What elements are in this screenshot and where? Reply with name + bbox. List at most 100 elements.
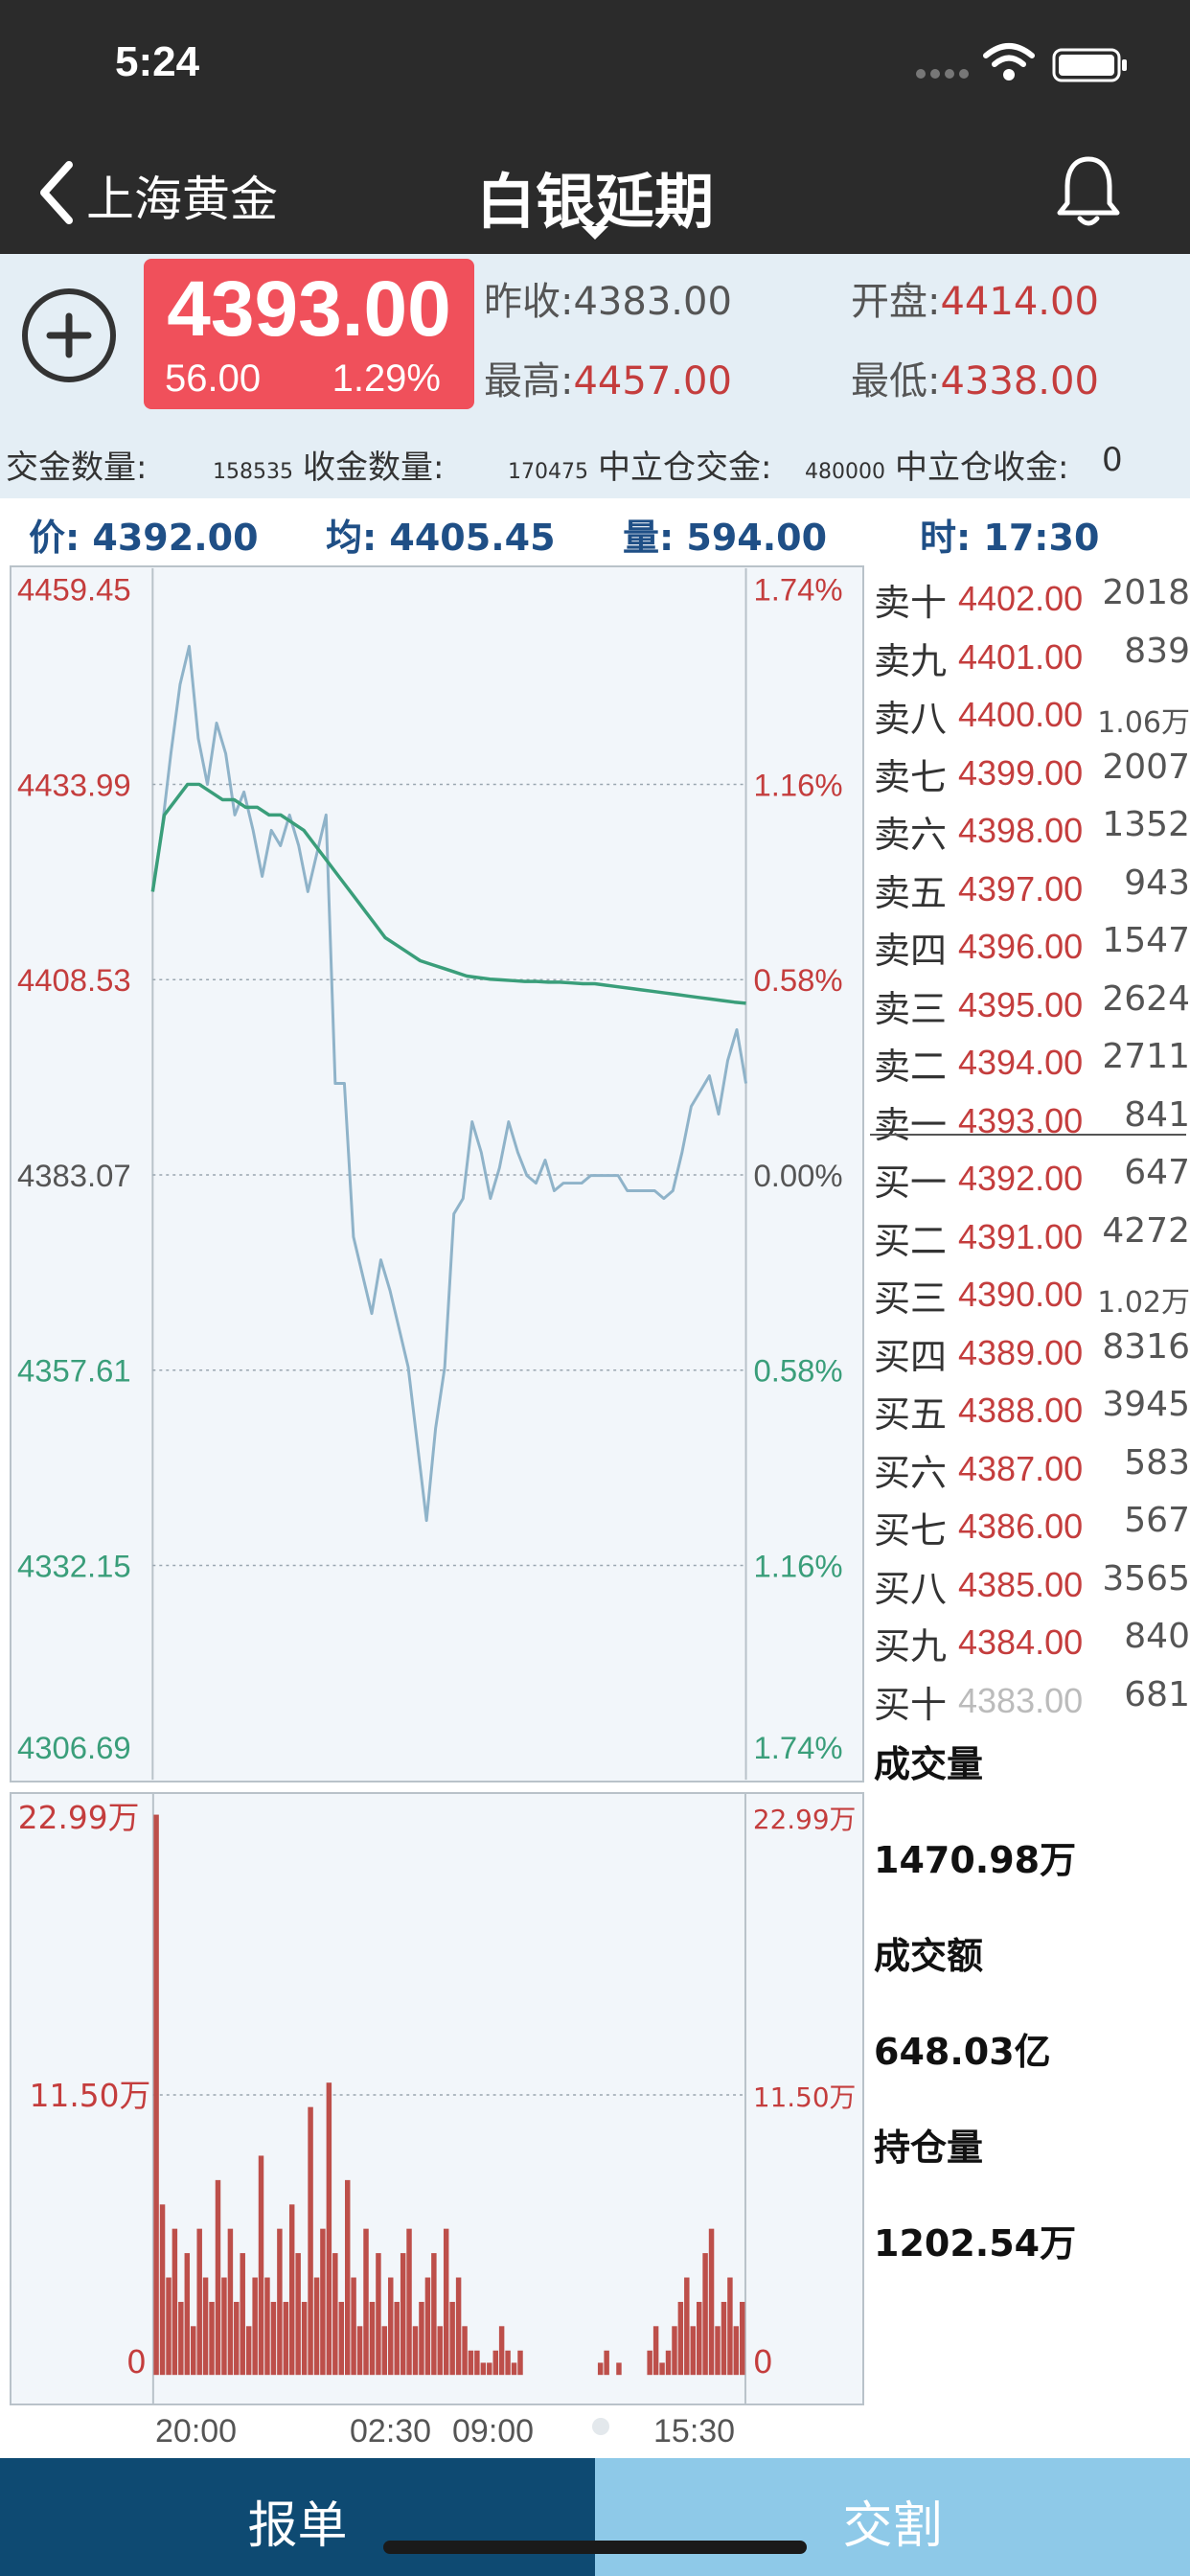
amount-value: 648.03亿	[874, 2031, 1051, 2073]
level-price: 4390.00	[958, 1275, 1084, 1314]
level-price: 4398.00	[958, 811, 1084, 850]
y-pct-tick-label: 1.16%	[754, 1548, 843, 1583]
neutral-receive-label: 中立仓收金:	[895, 448, 1069, 487]
volume-bar	[234, 2301, 240, 2376]
bid-level[interactable]: 买六 4387.00 583	[870, 1436, 1190, 1494]
volume-bar	[443, 2228, 449, 2376]
bid-level[interactable]: 买八 4385.00 3565	[870, 1552, 1190, 1610]
volume-bar	[468, 2350, 474, 2376]
intraday-price-chart[interactable]: 4459.45 4433.99 4408.53 4383.07 4357.61 4332.…	[10, 565, 864, 1782]
volume-bar	[245, 2326, 252, 2376]
level-quantity: 2624	[1102, 978, 1190, 1019]
back-chevron-icon[interactable]	[36, 161, 75, 224]
level-quantity: 2018	[1102, 573, 1190, 612]
average-line	[150, 782, 746, 1005]
ask-level[interactable]: 卖五 4397.00 943	[870, 856, 1190, 914]
page-title[interactable]: 白银延期	[475, 167, 714, 237]
ask-level[interactable]: 卖十 4402.00 2018	[870, 565, 1190, 624]
order-book: 卖十 4402.00 2018 卖九 4401.00 839 卖八 4400.00 1.06万卖…	[870, 565, 1190, 1726]
volume-bar	[240, 2253, 245, 2376]
volume-bar	[597, 2362, 604, 2376]
status-time: 5:24	[115, 38, 200, 85]
ask-level[interactable]: 卖六 4398.00 1352	[870, 797, 1190, 856]
volume-bar	[388, 2277, 394, 2376]
info-time: 时: 17:30	[920, 517, 1100, 559]
volume-bar	[153, 1814, 159, 2376]
level-label: 卖七	[874, 755, 948, 798]
level-label: 卖六	[874, 814, 948, 856]
volume-bar	[647, 2350, 652, 2376]
bid-level[interactable]: 买十 4383.00 681	[870, 1668, 1190, 1726]
level-label: 卖二	[874, 1046, 948, 1088]
page-indicator[interactable]	[561, 2415, 618, 2438]
neutral-deliver-value: 480000	[805, 460, 885, 484]
volume-bar	[702, 2253, 708, 2376]
neutral-receive-value: 0	[1102, 441, 1123, 479]
volume-bar	[487, 2362, 492, 2376]
back-button-label[interactable]: 上海黄金	[86, 172, 278, 227]
y-tick-label: 4433.99	[17, 767, 131, 802]
level-price: 4397.00	[958, 868, 1084, 908]
level-quantity: 841	[1124, 1094, 1190, 1135]
open-value: 4414.00	[940, 280, 1099, 324]
volume-bar	[727, 2277, 733, 2376]
level-price: 4383.00	[958, 1680, 1084, 1720]
volume-label: 成交量	[874, 1743, 984, 1785]
y-pct-tick-label: 1.16%	[754, 767, 843, 802]
volume-bar	[616, 2362, 622, 2376]
x-tick-label: 02:30	[350, 2413, 432, 2450]
place-order-button[interactable]: 报单	[0, 2458, 595, 2576]
bid-level[interactable]: 买三 4390.00 1.02万	[870, 1261, 1190, 1320]
bid-level[interactable]: 买一 4392.00 647	[870, 1145, 1190, 1204]
volume-bar	[252, 2277, 258, 2376]
y-tick-label: 4332.15	[17, 1548, 131, 1583]
bid-level[interactable]: 买四 4389.00 8316	[870, 1320, 1190, 1378]
ask-level[interactable]: 卖三 4395.00 2624	[870, 972, 1190, 1030]
level-quantity: 2711	[1102, 1037, 1190, 1076]
y-tick-label: 0	[753, 2344, 773, 2380]
bid-level[interactable]: 买五 4388.00 3945	[870, 1377, 1190, 1436]
deliver-gold-value: 158535	[213, 460, 293, 484]
bid-level[interactable]: 买九 4384.00 840	[870, 1609, 1190, 1668]
ask-level[interactable]: 卖四 4396.00 1547	[870, 913, 1190, 972]
level-label: 卖四	[874, 930, 948, 972]
caret-down-icon[interactable]	[582, 226, 608, 242]
level-price: 4388.00	[958, 1391, 1084, 1430]
volume-bar	[166, 2277, 172, 2376]
ask-level[interactable]: 卖二 4394.00 2711	[870, 1029, 1190, 1088]
level-quantity: 583	[1124, 1442, 1190, 1483]
level-price: 4386.00	[958, 1506, 1084, 1546]
y-tick-label: 11.50万	[753, 2082, 856, 2113]
volume-bar	[665, 2350, 672, 2376]
level-label: 卖八	[874, 698, 948, 740]
volume-bar	[677, 2301, 684, 2376]
order-book-divider	[870, 1134, 1186, 1136]
x-tick-label: 15:30	[653, 2413, 736, 2450]
volume-bar-chart[interactable]: 22.99万 11.50万 0 22.99万 11.50万 0	[10, 1792, 864, 2405]
ask-level[interactable]: 卖一 4393.00 841	[870, 1088, 1190, 1146]
volume-bar	[381, 2326, 388, 2376]
add-to-watchlist-button[interactable]	[21, 288, 117, 383]
low-stat: 最低:4338.00	[851, 350, 1099, 405]
volume-bar	[277, 2228, 283, 2376]
level-price: 4400.00	[958, 695, 1084, 734]
y-pct-tick-label: 0.58%	[754, 962, 843, 998]
level-label: 卖一	[874, 1103, 948, 1146]
delivery-button[interactable]: 交割	[595, 2458, 1190, 2576]
volume-bar	[480, 2362, 487, 2376]
volume-bar	[437, 2326, 443, 2376]
volume-bar	[345, 2179, 351, 2376]
ask-level[interactable]: 卖七 4399.00 2007	[870, 740, 1190, 798]
ask-level[interactable]: 卖九 4401.00 839	[870, 624, 1190, 682]
volume-bar	[227, 2228, 234, 2376]
volume-bar	[424, 2277, 431, 2376]
bell-icon[interactable]	[1054, 153, 1123, 230]
volume-bar	[394, 2301, 400, 2376]
volume-bar	[511, 2362, 517, 2376]
bid-level[interactable]: 买二 4391.00 4272	[870, 1204, 1190, 1262]
status-bar: 5:24	[0, 0, 1190, 125]
ask-level[interactable]: 卖八 4400.00 1.06万	[870, 681, 1190, 740]
volume-bar	[721, 2301, 727, 2376]
receive-gold-label: 收金数量:	[303, 448, 445, 487]
bid-level[interactable]: 买七 4386.00 567	[870, 1493, 1190, 1552]
